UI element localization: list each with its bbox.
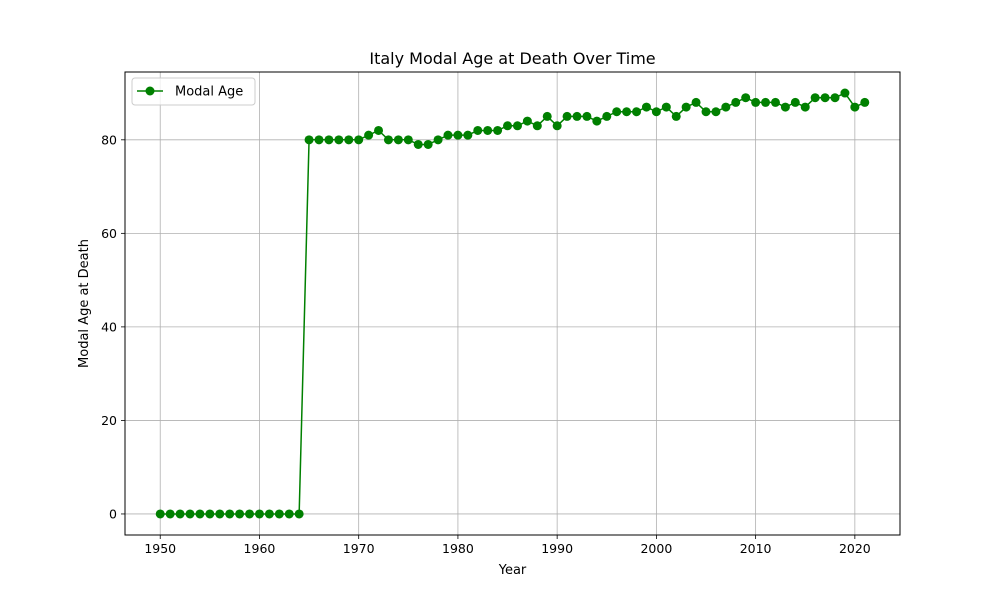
data-point [701,107,711,117]
data-point [245,509,255,519]
data-point [294,509,304,519]
data-point [532,121,542,131]
y-tick-label: 20 [101,413,117,428]
data-point [651,107,661,117]
legend-box [131,77,256,106]
data-point [562,111,572,121]
data-point [671,111,681,121]
data-point [552,121,562,131]
data-point [403,135,413,145]
legend: Modal Age [131,77,256,106]
data-point [185,509,195,519]
data-point [731,97,741,107]
data-point [364,130,374,140]
data-point [304,135,314,145]
data-point [254,509,264,519]
data-point [761,97,771,107]
data-point [235,509,245,519]
data-point [473,125,483,135]
data-point [820,93,830,103]
data-point [512,121,522,131]
data-point [165,509,175,519]
data-point [622,107,632,117]
x-tick-label: 1990 [541,541,573,556]
legend-label: Modal Age [175,85,243,100]
data-point [602,111,612,121]
data-point [770,97,780,107]
data-point [572,111,582,121]
data-point [205,509,215,519]
data-point [542,111,552,121]
x-tick-label: 1970 [343,541,375,556]
data-point [790,97,800,107]
data-point [840,88,850,98]
x-tick-label: 1960 [244,541,276,556]
data-point [751,97,761,107]
data-point [463,130,473,140]
data-point [503,121,513,131]
data-point [393,135,403,145]
data-point [483,125,493,135]
data-point [354,135,364,145]
data-point [592,116,602,126]
data-point [195,509,205,519]
axes-frame [124,71,901,536]
data-point [691,97,701,107]
x-tick-label: 2020 [839,541,871,556]
y-tick-label: 60 [101,226,117,241]
data-point [284,509,294,519]
data-point [850,102,860,112]
data-point [711,107,721,117]
x-tick-label: 1980 [442,541,474,556]
x-tick-label: 1950 [144,541,176,556]
data-point [493,125,503,135]
data-point [721,102,731,112]
legend-marker-swatch [145,86,155,96]
data-point [830,93,840,103]
data-point [641,102,651,112]
data-point [612,107,622,117]
data-point [632,107,642,117]
chart-title: Italy Modal Age at Death Over Time [369,49,655,68]
data-point [582,111,592,121]
data-point [661,102,671,112]
y-tick-label: 40 [101,319,117,334]
data-point [433,135,443,145]
y-axis-label: Modal Age at Death [77,239,92,368]
x-tick-label: 2000 [640,541,672,556]
data-point [225,509,235,519]
data-point [175,509,185,519]
data-point [522,116,532,126]
data-point [741,93,751,103]
plot-area [155,88,870,519]
data-point [314,135,324,145]
data-point [681,102,691,112]
data-point [324,135,334,145]
data-point [860,97,870,107]
y-tick-label: 80 [101,132,117,147]
data-point [274,509,284,519]
y-axis: 0 20 40 60 80 [101,132,125,521]
data-point [155,509,165,519]
data-point [423,139,433,149]
data-point [413,139,423,149]
x-axis-label: Year [498,563,527,578]
data-point [334,135,344,145]
x-tick-label: 2010 [740,541,772,556]
y-tick-label: 0 [109,506,117,521]
data-point [215,509,225,519]
data-point [383,135,393,145]
data-point [800,102,810,112]
data-point [264,509,274,519]
data-point [443,130,453,140]
data-point [810,93,820,103]
data-point [374,125,384,135]
data-point [344,135,354,145]
data-point [453,130,463,140]
data-point [780,102,790,112]
x-axis: 1950 1960 1970 1980 1990 2000 2010 2020 [144,535,871,556]
